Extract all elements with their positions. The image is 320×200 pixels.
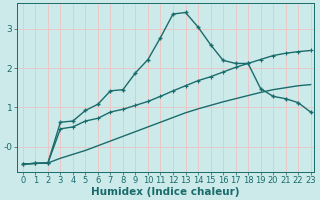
X-axis label: Humidex (Indice chaleur): Humidex (Indice chaleur) bbox=[91, 187, 240, 197]
